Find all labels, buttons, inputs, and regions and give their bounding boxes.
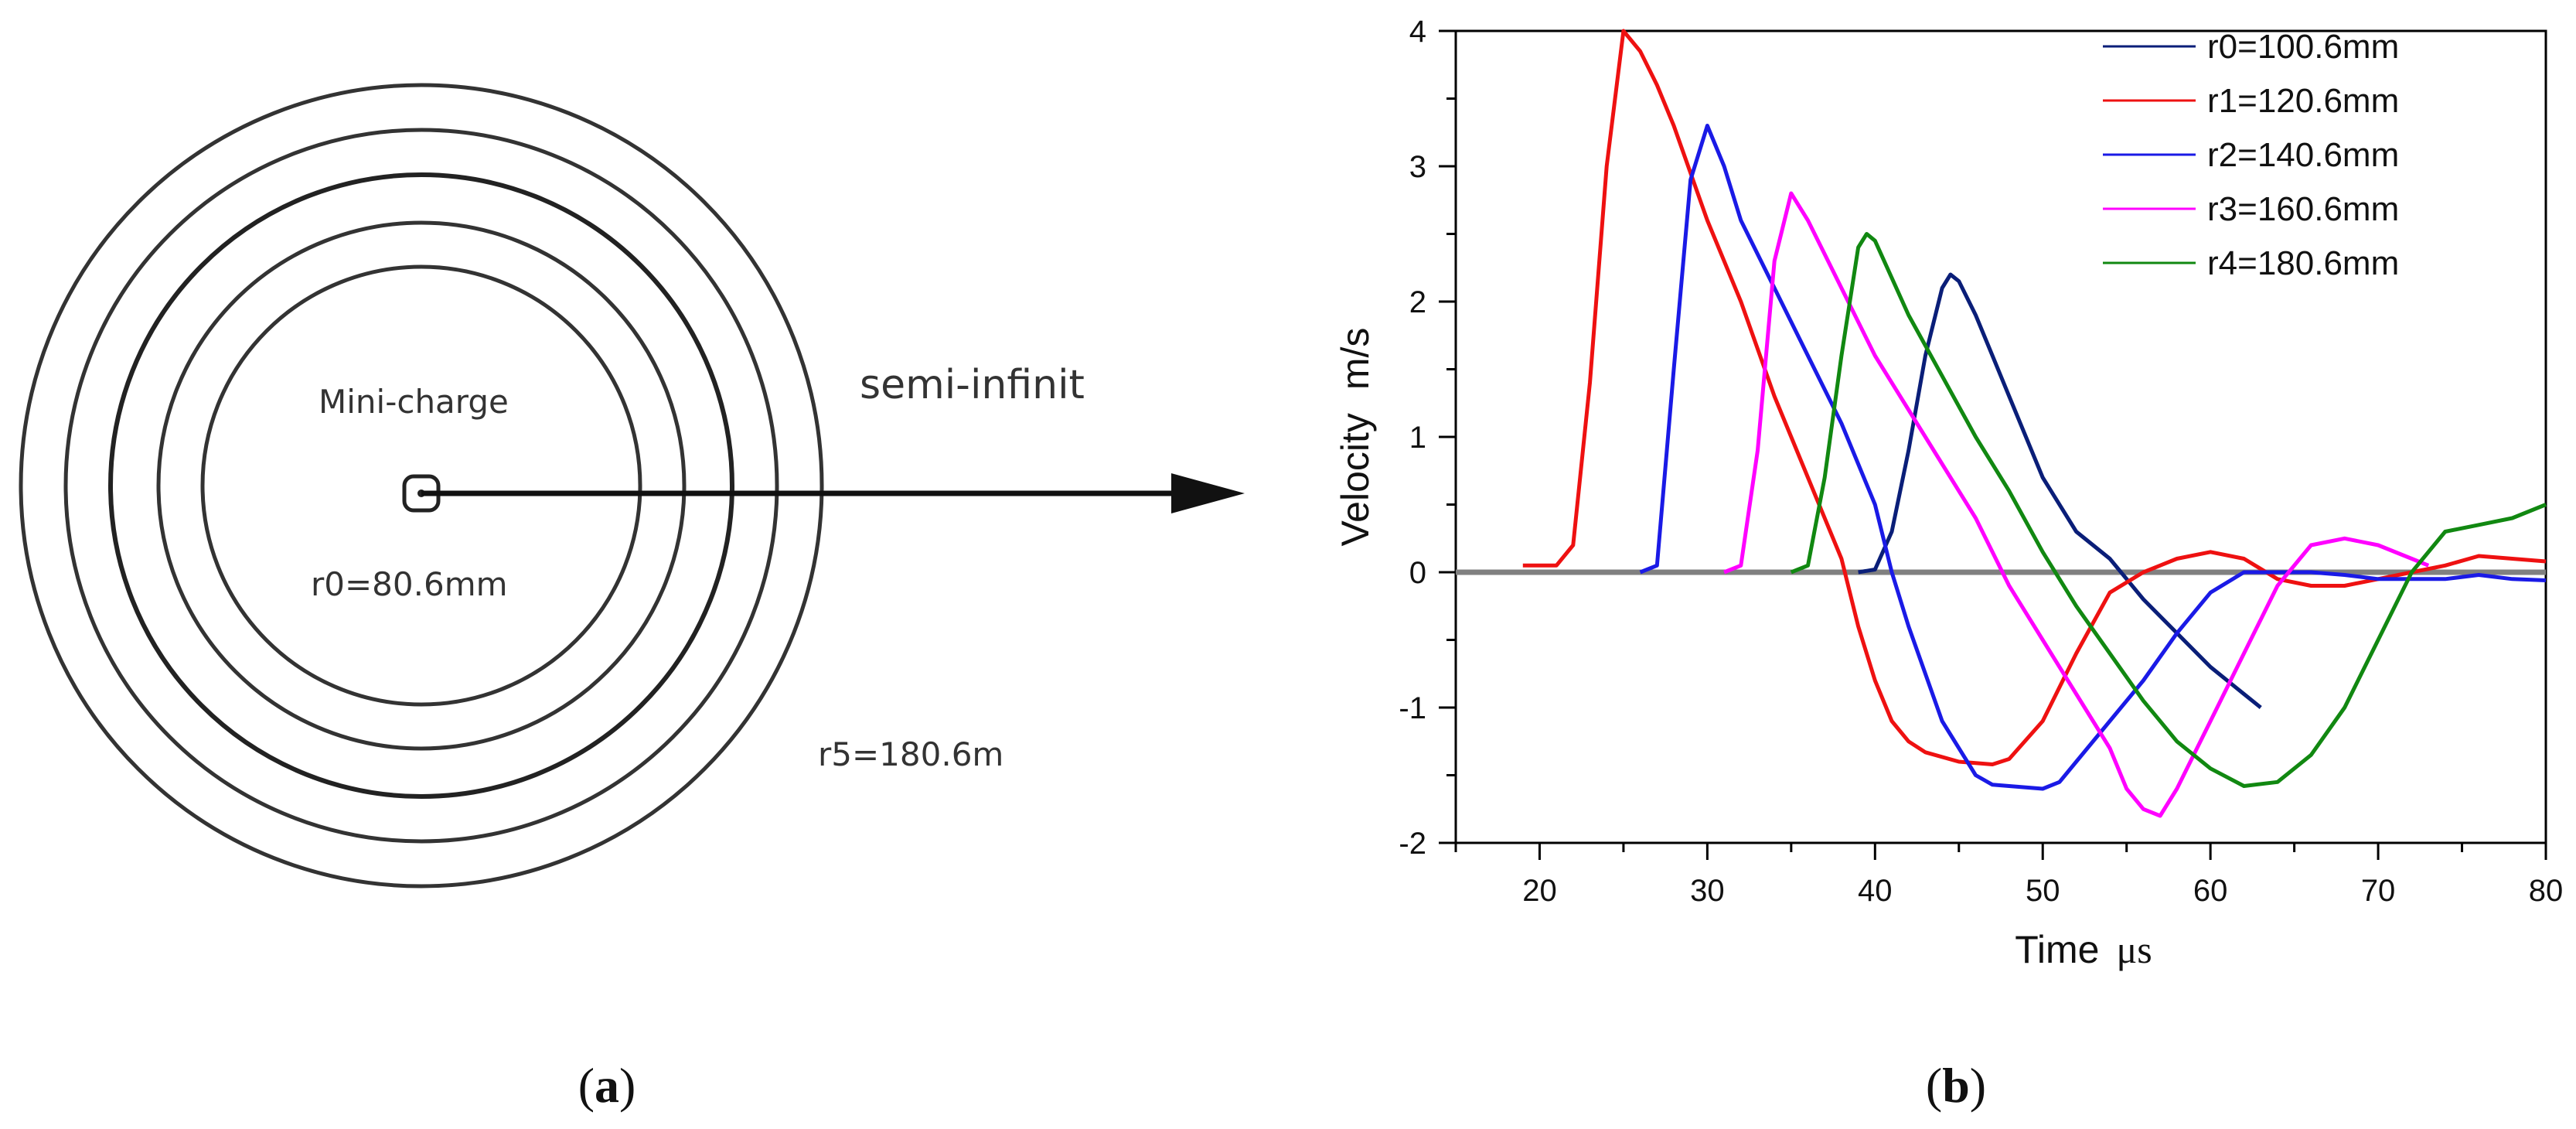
- legend-label-4: r4=180.6mm: [2207, 244, 2399, 282]
- x-tick-label: 30: [1690, 874, 1725, 908]
- legend-label-3: r3=160.6mm: [2207, 190, 2399, 228]
- panel-a-diagram: Mini-charge semi-infinit r0=80.6mm r5=18…: [19, 83, 1245, 1113]
- x-tick-label: 70: [2361, 874, 2396, 908]
- y-axis-ticks: -2 -1 0 1 2 3 4: [1399, 15, 1456, 861]
- panel-b-caption: (b): [1926, 1058, 1986, 1113]
- inner-radius-label: r0=80.6mm: [311, 565, 508, 603]
- y-axis-label: Velocitym/s: [1334, 328, 1377, 547]
- ring-3: [108, 172, 734, 799]
- mini-charge-label: Mini-charge: [319, 383, 509, 421]
- y-tick-label: -1: [1399, 691, 1426, 725]
- ring-5: [200, 264, 642, 707]
- legend-label-1: r1=120.6mm: [2207, 82, 2399, 120]
- y-tick-label: -2: [1399, 827, 1426, 861]
- direction-arrow-head: [1171, 473, 1245, 513]
- outer-radius-label: r5=180.6m: [818, 735, 1003, 773]
- y-tick-label: 2: [1409, 285, 1426, 319]
- semi-infinite-label: semi-infinit: [860, 362, 1085, 408]
- series-layer: [1522, 29, 2547, 818]
- series-line-0: [1858, 272, 2262, 709]
- series-line-2: [1639, 124, 2547, 791]
- x-tick-label: 40: [1858, 874, 1893, 908]
- ring-4: [156, 220, 687, 751]
- y-tick-label: 4: [1409, 15, 1426, 49]
- x-tick-label: 20: [1522, 874, 1557, 908]
- legend-label-2: r2=140.6mm: [2207, 136, 2399, 174]
- series-line-1: [1522, 29, 2547, 766]
- x-axis-label: Time μs: [2015, 928, 2152, 971]
- y-tick-label: 3: [1409, 150, 1426, 184]
- panel-b-chart: 20 30 40 50 60 70 80 -2 -1 0 1 2 3 4 r0=100.6mm r1=12…: [1334, 15, 2563, 1113]
- series-line-4: [1790, 232, 2547, 788]
- ring-1: [19, 83, 824, 889]
- x-axis-ticks: 20 30 40 50 60 70 80: [1454, 843, 2564, 908]
- legend: r0=100.6mm r1=120.6mm r2=140.6mm r3=160.6mm…: [2103, 28, 2399, 282]
- legend-label-0: r0=100.6mm: [2207, 28, 2399, 66]
- ring-2: [63, 128, 779, 844]
- y-tick-label: 1: [1409, 421, 1426, 455]
- series-line-3: [1723, 191, 2430, 818]
- y-tick-label: 0: [1409, 556, 1426, 590]
- x-tick-label: 80: [2529, 874, 2564, 908]
- x-tick-label: 50: [2026, 874, 2060, 908]
- x-tick-label: 60: [2193, 874, 2228, 908]
- panel-a-caption: (a): [578, 1058, 636, 1113]
